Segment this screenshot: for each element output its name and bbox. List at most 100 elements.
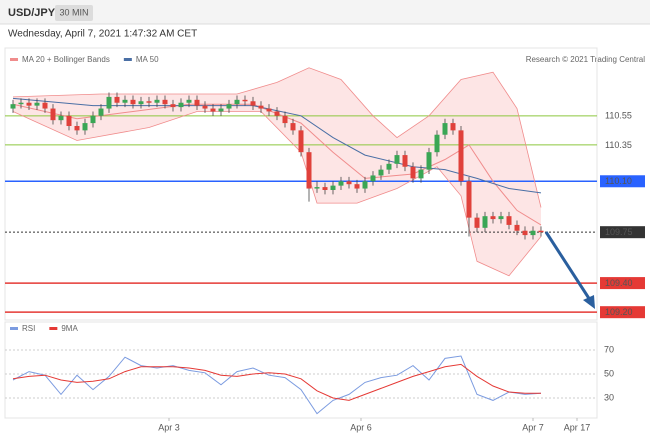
level-label: 109.40	[605, 278, 633, 288]
candle-body	[386, 163, 392, 170]
candle-body	[298, 130, 304, 153]
candle-body	[18, 102, 24, 105]
y-tick-label: 50	[604, 368, 614, 378]
legend-swatch	[49, 327, 58, 330]
candle-body	[82, 123, 88, 131]
price-chart: MA 20 + Bollinger Bands MA 50 110.55 110.35…	[5, 55, 645, 319]
candle-body	[442, 123, 448, 135]
candle-body	[426, 152, 432, 170]
legend-label: RSI	[22, 324, 35, 333]
candle-body	[474, 217, 480, 228]
candle-body	[162, 99, 168, 105]
level-label: 109.75	[605, 227, 633, 237]
candle-body	[314, 187, 320, 189]
candle-body	[338, 181, 344, 186]
legend-swatch	[10, 58, 18, 61]
band-upper	[12, 67, 542, 208]
forecast-arrow-head	[583, 295, 595, 309]
candle-body	[50, 108, 56, 121]
level-badge	[600, 277, 645, 290]
candle-body	[490, 216, 496, 220]
candle-body	[482, 216, 488, 228]
band-lower	[12, 111, 542, 277]
candle-body	[346, 181, 352, 185]
legend-label: MA 20 + Bollinger Bands	[22, 55, 110, 64]
candle-body	[202, 105, 208, 109]
candle-body	[122, 99, 128, 103]
datetime: Wednesday, April 7, 2021 1:47:32 AM CET	[8, 29, 197, 40]
candle-body	[138, 101, 144, 105]
candle-body	[498, 216, 504, 220]
candle-body	[218, 108, 224, 112]
candle-body	[290, 123, 296, 131]
candle-body	[130, 99, 136, 105]
level-badge	[600, 226, 645, 239]
y-tick-label: 30	[604, 392, 614, 402]
rsi-chart: RSI 9MA 30 50 70 Apr 3 Apr 6 Apr 7 Apr 17	[5, 324, 614, 432]
candle-body	[10, 104, 16, 109]
timeframe-badge[interactable]	[55, 5, 93, 21]
main-panel	[4, 47, 598, 321]
candle-body	[410, 166, 416, 179]
candle-body	[258, 105, 264, 109]
level-label: 110.55	[605, 111, 632, 121]
x-tick-label: Apr 3	[158, 422, 180, 432]
candle-body	[362, 181, 368, 189]
candle-body	[354, 184, 360, 189]
candle-body	[74, 126, 80, 131]
candle-body	[114, 96, 120, 103]
candle-body	[98, 108, 104, 116]
candle-body	[106, 96, 112, 109]
moving-average	[12, 103, 542, 226]
forecast-arrow	[544, 231, 592, 301]
rsi-panel	[4, 321, 598, 419]
candle-body	[282, 115, 288, 124]
candle-body	[226, 104, 232, 109]
symbol: USD/JPY	[8, 7, 56, 19]
candle-body	[522, 230, 528, 236]
candle-body	[434, 134, 440, 153]
credit: Research © 2021 Trading Central	[526, 55, 646, 64]
x-tick-label: Apr 6	[350, 422, 372, 432]
candle-body	[234, 99, 240, 105]
candle-body	[394, 155, 400, 164]
candle-body	[538, 230, 544, 233]
candle-body	[186, 99, 192, 103]
candle-body	[26, 102, 32, 106]
candle-body	[42, 102, 48, 109]
candle-body	[418, 169, 424, 179]
timeframe[interactable]: 30 MIN	[59, 7, 88, 17]
candle-body	[58, 115, 64, 121]
candle-body	[266, 108, 272, 112]
level-badge	[600, 175, 645, 188]
candle-body	[178, 102, 184, 108]
top-bar	[0, 0, 650, 24]
candle-body	[170, 104, 176, 108]
rsi-line	[12, 363, 541, 401]
legend-swatch	[123, 58, 132, 61]
candle-body	[306, 152, 312, 189]
legend-swatch	[10, 327, 18, 330]
candle-body	[322, 187, 328, 190]
candle-body	[194, 99, 200, 106]
level-badge	[600, 138, 645, 151]
candle-body	[370, 175, 376, 182]
candle-body	[506, 216, 512, 225]
candle-body	[66, 115, 72, 126]
candle-body	[466, 181, 472, 218]
level-label: 109.20	[605, 307, 633, 317]
level-badge	[600, 306, 645, 319]
candle-body	[274, 111, 280, 116]
candle-body	[450, 123, 456, 131]
candle-body	[210, 108, 216, 112]
candle-body	[154, 99, 160, 103]
x-tick-label: Apr 7	[522, 422, 544, 432]
candle-body	[242, 99, 248, 102]
candle-body	[90, 115, 96, 124]
candle-body	[402, 155, 408, 167]
candle-body	[378, 169, 384, 176]
candle-body	[34, 102, 40, 106]
level-badge	[600, 109, 645, 122]
x-tick-label: Apr 17	[564, 422, 591, 432]
